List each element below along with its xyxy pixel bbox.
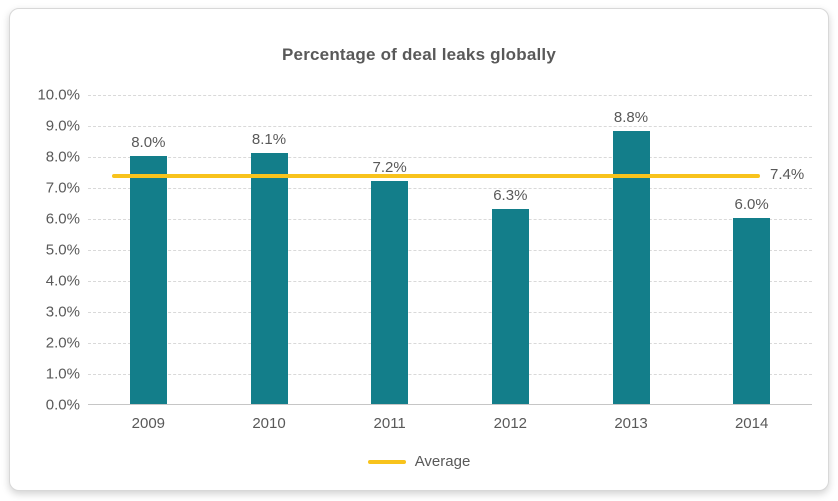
y-axis-tick-label: 8.0% — [45, 148, 80, 166]
legend: Average — [10, 453, 828, 470]
gridline-10.0% — [88, 95, 812, 96]
gridline-7.0% — [88, 188, 812, 189]
y-axis-tick-label: 3.0% — [45, 303, 80, 321]
gridline-4.0% — [88, 281, 812, 282]
bar-value-label-2010: 8.1% — [251, 130, 287, 148]
x-axis-tick-label-2011: 2011 — [373, 415, 406, 432]
y-axis-tick-label: 0.0% — [45, 396, 80, 414]
y-axis-tick-label: 4.0% — [45, 272, 80, 290]
y-axis-tick-label: 6.0% — [45, 210, 80, 228]
gridline-3.0% — [88, 312, 812, 313]
bar-value-label-2012: 6.3% — [493, 186, 528, 204]
bar-2009 — [129, 156, 167, 404]
bar-2010 — [250, 152, 288, 404]
bar-value-label-2011: 7.2% — [372, 158, 407, 176]
x-axis-tick-label-2009: 2009 — [131, 415, 166, 432]
bar-value-label-2014: 6.0% — [734, 196, 769, 213]
bar-2012 — [491, 208, 529, 404]
y-axis-tick-label: 2.0% — [45, 334, 80, 352]
bar-value-label-2009: 8.0% — [131, 134, 166, 151]
gridline-9.0% — [88, 126, 812, 127]
gridline-2.0% — [88, 343, 812, 344]
y-axis-tick-label: 10.0% — [37, 86, 80, 104]
y-axis-tick-label: 1.0% — [45, 365, 80, 383]
chart-title: Percentage of deal leaks globally — [282, 45, 556, 64]
gridline-5.0% — [88, 250, 812, 251]
bar-2013 — [612, 131, 650, 404]
legend-average-line-swatch — [367, 459, 406, 464]
average-line — [112, 173, 760, 178]
x-axis-tick-label-2010: 2010 — [252, 415, 286, 432]
bar-2011 — [371, 180, 409, 404]
y-axis-tick-label: 9.0% — [45, 117, 80, 135]
bar-2014 — [733, 218, 771, 404]
gridline-8.0% — [88, 157, 812, 158]
y-axis-tick-label: 5.0% — [45, 241, 80, 259]
average-value-label: 7.4% — [770, 165, 805, 183]
x-axis-tick-label-2012: 2012 — [493, 415, 528, 432]
x-axis-tick-label-2014: 2014 — [734, 415, 769, 432]
x-axis-tick-label-2013: 2013 — [614, 415, 648, 432]
plot-area: 0.0% 1.0% 2.0% 3.0% 4.0% 5.0% 6.0% 7.0% 8.0% 9.0%… — [37, 87, 812, 432]
y-axis-tick-label: 7.0% — [45, 179, 80, 197]
chart-card: Percentage of deal leaks globally 0.0% 1.… — [9, 8, 829, 491]
legend-average-label: Average — [414, 453, 471, 470]
gridline-1.0% — [88, 374, 812, 375]
bar-value-label-2013: 8.8% — [613, 109, 649, 127]
gridline-6.0% — [88, 219, 812, 220]
